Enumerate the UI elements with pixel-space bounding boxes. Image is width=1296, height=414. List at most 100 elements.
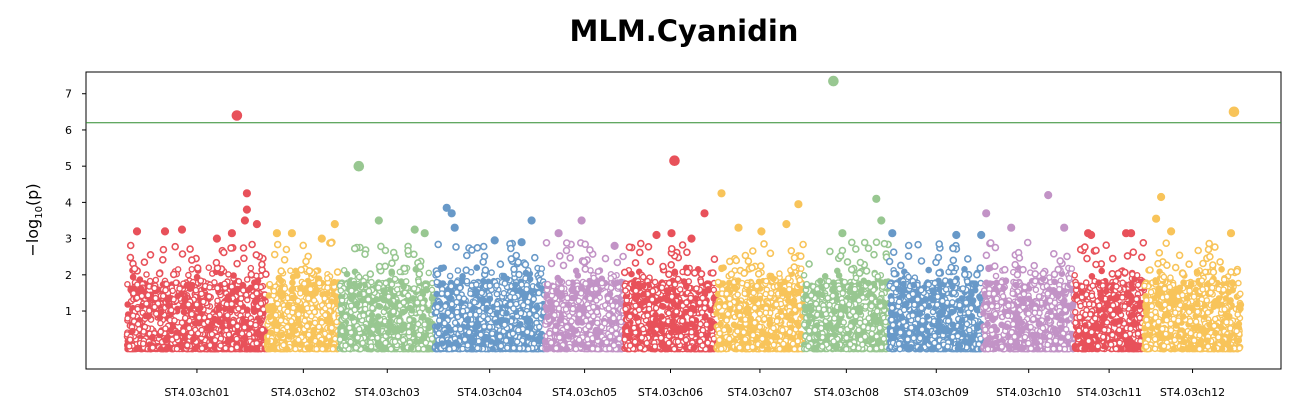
- data-point: [583, 344, 590, 351]
- data-point: [348, 295, 355, 303]
- peak-point: [132, 227, 142, 236]
- data-point: [321, 311, 329, 319]
- data-point: [165, 294, 173, 302]
- data-point: [399, 336, 407, 344]
- data-point: [503, 344, 511, 352]
- data-point: [440, 264, 448, 272]
- data-point: [302, 289, 309, 296]
- data-point: [400, 264, 409, 273]
- data-point: [230, 272, 237, 279]
- data-point: [558, 293, 565, 300]
- data-point: [547, 259, 556, 268]
- data-point: [303, 322, 311, 330]
- data-point: [224, 311, 231, 319]
- data-point: [313, 345, 320, 353]
- data-point: [374, 327, 382, 335]
- data-point: [608, 326, 615, 334]
- data-point: [188, 281, 196, 289]
- data-point: [571, 339, 579, 347]
- data-point: [421, 321, 428, 328]
- peak-point: [353, 160, 365, 172]
- data-point: [470, 337, 478, 345]
- data-point: [140, 258, 149, 267]
- data-point: [565, 279, 572, 287]
- chromosome-points-3: [336, 160, 438, 353]
- data-point: [227, 244, 235, 252]
- data-point: [553, 300, 560, 308]
- data-point: [142, 312, 149, 320]
- data-point: [152, 294, 159, 302]
- data-point: [197, 277, 205, 285]
- data-point: [349, 314, 357, 321]
- data-point: [492, 319, 500, 326]
- data-point: [400, 283, 407, 290]
- data-point: [325, 302, 333, 309]
- data-point: [337, 287, 345, 294]
- data-point: [594, 345, 602, 353]
- data-point: [243, 276, 251, 283]
- data-point: [536, 323, 543, 331]
- data-point: [433, 278, 441, 286]
- data-point: [361, 305, 369, 313]
- data-point: [377, 242, 385, 251]
- data-point: [446, 294, 454, 302]
- data-point: [563, 323, 571, 331]
- data-point: [480, 277, 487, 285]
- data-point: [562, 239, 571, 247]
- data-point: [542, 337, 549, 345]
- data-point: [304, 295, 312, 302]
- data-point: [399, 308, 407, 316]
- data-point: [192, 286, 200, 294]
- data-point: [198, 345, 206, 352]
- data-point: [186, 245, 194, 253]
- data-point: [221, 305, 229, 313]
- data-point: [594, 268, 602, 275]
- peak-point: [577, 216, 586, 225]
- data-point: [241, 324, 248, 331]
- data-point: [171, 317, 178, 324]
- data-point: [355, 282, 363, 290]
- data-point: [275, 274, 283, 282]
- data-point: [366, 270, 375, 278]
- data-point: [562, 246, 571, 255]
- peak-point: [242, 189, 251, 198]
- data-point: [284, 302, 292, 310]
- data-point: [512, 281, 519, 289]
- data-point: [493, 282, 500, 289]
- peak-point: [610, 241, 619, 250]
- data-point: [282, 245, 291, 254]
- data-point: [171, 242, 179, 251]
- data-point: [394, 332, 402, 340]
- data-point: [342, 313, 349, 320]
- data-point: [352, 344, 360, 352]
- data-point: [268, 344, 276, 352]
- data-point: [162, 337, 169, 344]
- data-point: [283, 323, 291, 331]
- data-point: [243, 345, 250, 353]
- data-point: [534, 304, 541, 312]
- data-point: [575, 297, 583, 305]
- peak-point: [490, 236, 499, 245]
- chromosome-points-2: [263, 220, 344, 353]
- data-point: [391, 275, 399, 283]
- data-point: [205, 264, 213, 272]
- data-point: [205, 293, 213, 300]
- data-point: [598, 279, 606, 287]
- data-point: [464, 315, 472, 323]
- data-point: [365, 287, 373, 295]
- data-point: [369, 304, 376, 312]
- data-point: [475, 307, 483, 315]
- data-point: [576, 304, 584, 311]
- data-point: [324, 284, 331, 292]
- data-point: [606, 290, 614, 298]
- data-point: [425, 306, 432, 314]
- data-point: [206, 312, 213, 320]
- data-point: [386, 298, 394, 306]
- data-point: [323, 290, 330, 298]
- data-point: [176, 285, 183, 292]
- data-point: [415, 345, 422, 352]
- data-point: [640, 273, 647, 281]
- data-point: [315, 323, 323, 331]
- data-point: [250, 308, 258, 316]
